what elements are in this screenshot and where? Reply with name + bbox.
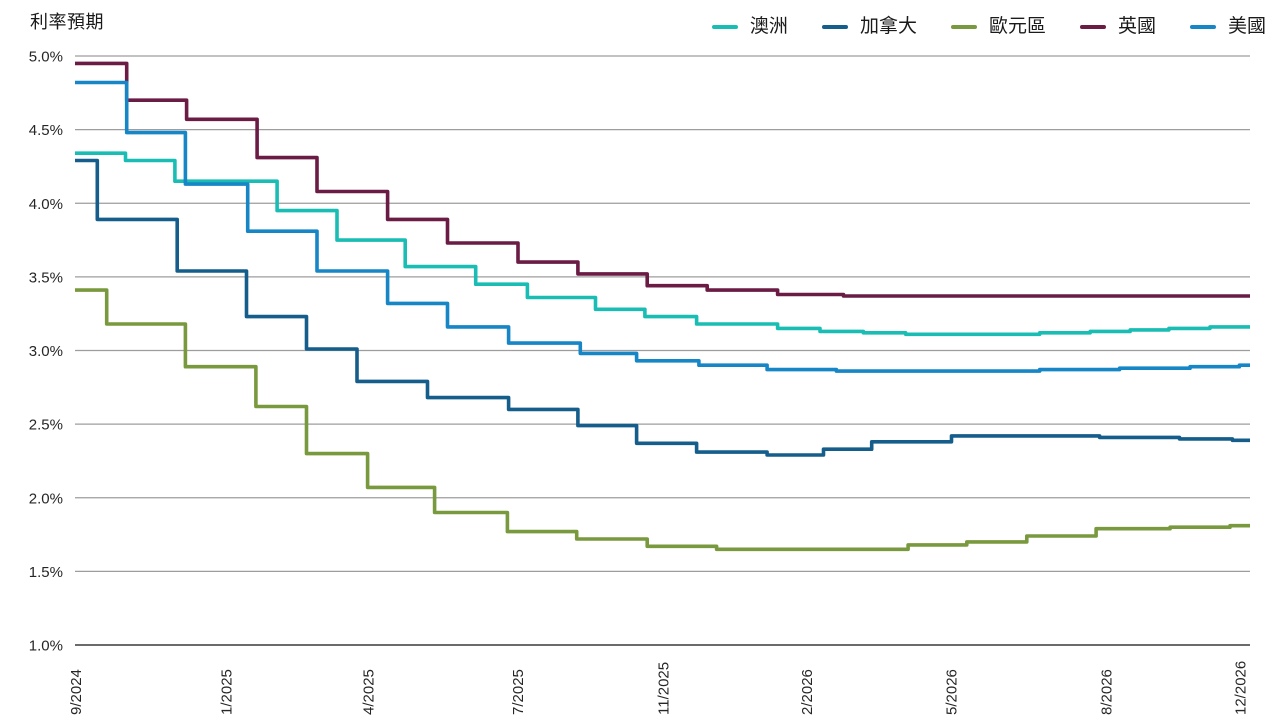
y-axis-label: 2.0% — [29, 490, 63, 507]
legend-item-eurozone: 歐元區 — [950, 16, 1046, 37]
legend-item-australia: 澳洲 — [711, 16, 788, 37]
legend-label-canada: 加拿大 — [859, 16, 917, 37]
x-axis-label: 4/2025 — [361, 669, 378, 715]
x-axis-label: 8/2026 — [1098, 669, 1115, 715]
y-axis-label: 3.5% — [29, 269, 63, 286]
series-line-us — [75, 80, 1250, 373]
y-axis-label: 5.0% — [29, 49, 63, 66]
y-axis-label: 1.0% — [29, 638, 63, 655]
series-line-uk — [75, 61, 1250, 298]
chart-title: 利率預期 — [30, 12, 104, 32]
legend-item-us: 美國 — [1189, 16, 1266, 37]
legend: 澳洲 加拿大 歐元區 英國 美國 — [711, 16, 1266, 37]
series-line-australia — [75, 151, 1250, 337]
legend-label-australia: 澳洲 — [749, 16, 788, 37]
y-axis-label: 4.0% — [29, 196, 63, 213]
legend-label-eurozone: 歐元區 — [988, 16, 1046, 37]
x-axis-label: 2/2026 — [799, 669, 816, 715]
legend-label-uk: 英國 — [1117, 16, 1156, 37]
y-axis-label: 1.5% — [29, 564, 63, 581]
x-axis-label: 7/2025 — [510, 669, 527, 715]
y-axis-label: 3.0% — [29, 343, 63, 360]
legend-swatch-canada — [821, 24, 848, 29]
x-axis-label: 12/2026 — [1232, 661, 1249, 715]
legend-swatch-australia — [711, 24, 738, 29]
series-line-eurozone — [75, 288, 1250, 552]
legend-swatch-us — [1189, 24, 1216, 29]
y-axis-label: 4.5% — [29, 122, 63, 139]
legend-label-us: 美國 — [1227, 16, 1266, 37]
x-axis-label: 9/2024 — [68, 669, 85, 715]
x-axis-label: 1/2025 — [218, 669, 235, 715]
x-axis-label: 11/2025 — [656, 662, 673, 715]
series-line-canada — [75, 158, 1250, 457]
y-axis-label: 2.5% — [29, 417, 63, 434]
legend-swatch-uk — [1079, 24, 1106, 29]
legend-item-canada: 加拿大 — [821, 16, 917, 37]
legend-item-uk: 英國 — [1079, 16, 1156, 37]
legend-swatch-eurozone — [950, 24, 977, 29]
x-axis-label: 5/2026 — [943, 669, 960, 715]
